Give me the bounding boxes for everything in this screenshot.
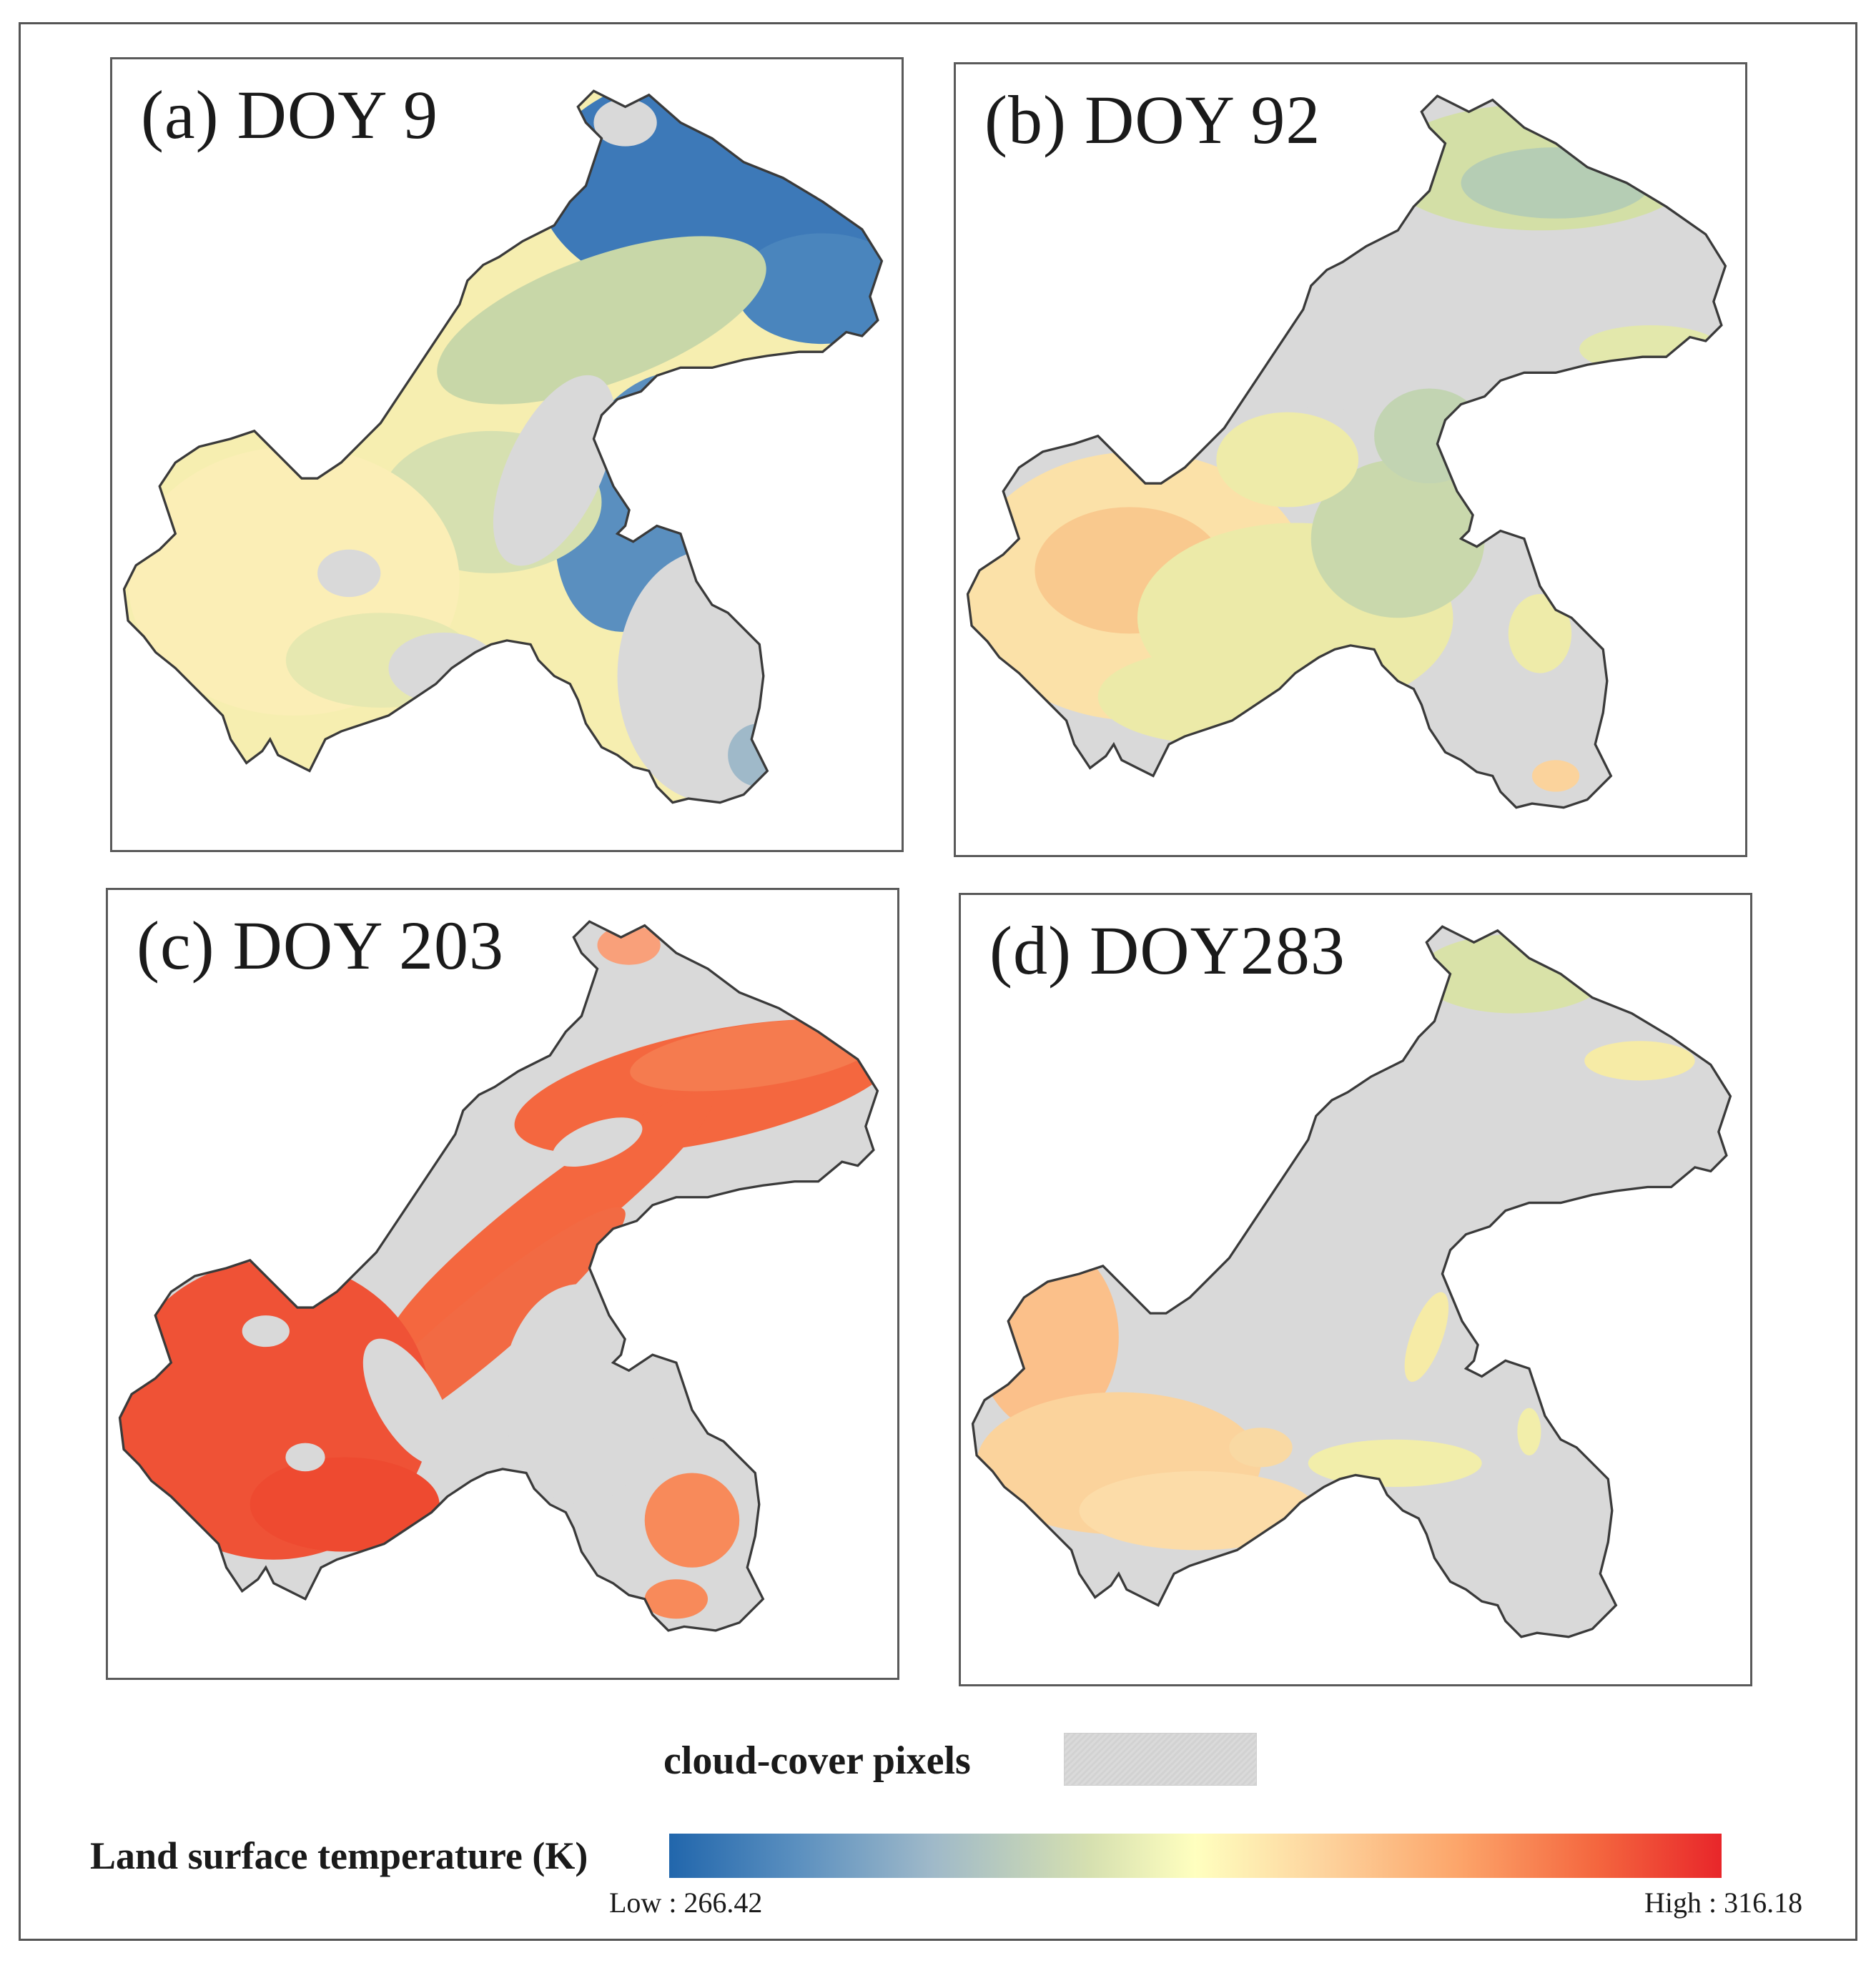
map-panel-c: (c) DOY 203	[106, 888, 899, 1680]
cloud-cover-swatch	[1064, 1733, 1257, 1786]
map-c-svg	[118, 920, 879, 1632]
figure-frame	[19, 22, 1857, 1941]
panel-title-c: (c) DOY 203	[137, 907, 504, 984]
lst-colorbar	[669, 1834, 1722, 1878]
panel-title-a: (a) DOY 9	[141, 76, 438, 153]
map-b-svg	[966, 94, 1727, 809]
map-panel-d: (d) DOY283	[959, 893, 1752, 1686]
panel-title-b: (b) DOY 92	[984, 81, 1321, 158]
map-panel-a: (a) DOY 9	[110, 57, 904, 852]
colorbar-low-label: Low : 266.42	[609, 1887, 763, 1919]
lst-legend-label: Land surface temperature (K)	[90, 1834, 588, 1877]
panel-title-d: (d) DOY283	[989, 912, 1346, 989]
map-panel-b: (b) DOY 92	[954, 62, 1747, 857]
colorbar-high-label: High : 316.18	[1644, 1887, 1803, 1919]
map-d-svg	[971, 925, 1732, 1638]
map-a-svg	[122, 89, 884, 804]
cloud-cover-label: cloud-cover pixels	[663, 1739, 971, 1783]
